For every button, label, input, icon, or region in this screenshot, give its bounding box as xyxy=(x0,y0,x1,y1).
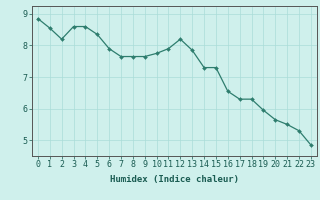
X-axis label: Humidex (Indice chaleur): Humidex (Indice chaleur) xyxy=(110,175,239,184)
